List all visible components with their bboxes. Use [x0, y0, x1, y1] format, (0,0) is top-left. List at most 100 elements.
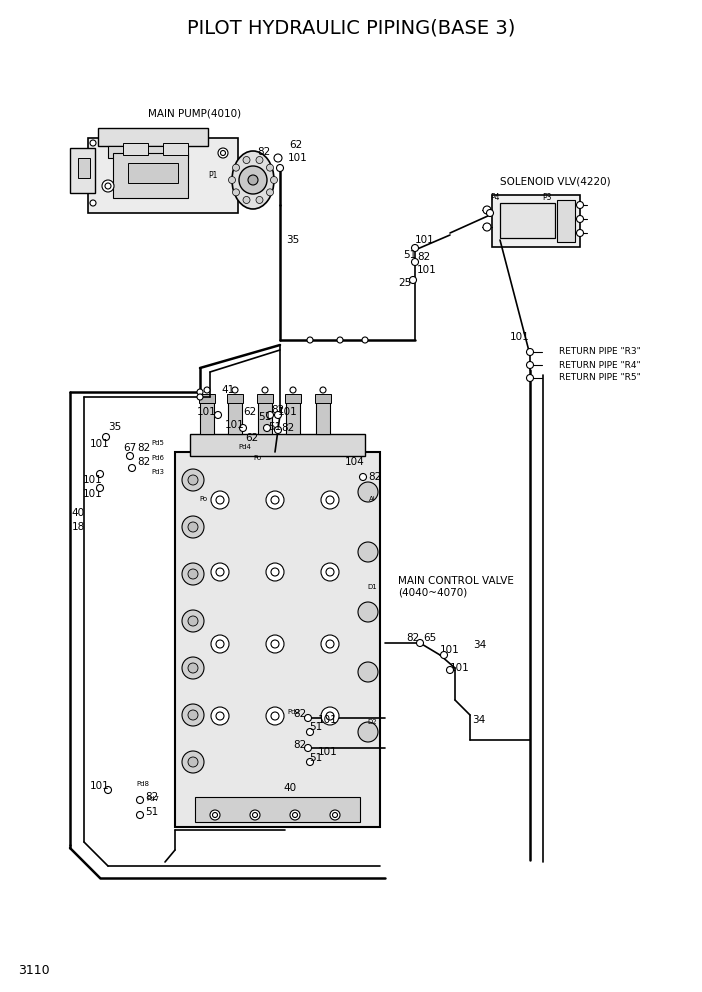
Text: RETURN PIPE "R5": RETURN PIPE "R5" — [559, 374, 641, 383]
Circle shape — [96, 484, 103, 491]
Circle shape — [182, 704, 204, 726]
Circle shape — [213, 812, 218, 817]
Circle shape — [90, 200, 96, 206]
Bar — [195, 797, 360, 822]
Text: Po: Po — [199, 496, 207, 502]
Circle shape — [182, 657, 204, 679]
Bar — [163, 143, 188, 155]
Text: 101: 101 — [90, 439, 110, 449]
Text: 82: 82 — [272, 405, 284, 415]
Circle shape — [271, 640, 279, 648]
Bar — [88, 138, 238, 213]
Text: Po: Po — [253, 455, 261, 461]
Bar — [258, 400, 272, 434]
Circle shape — [105, 787, 112, 794]
Text: 62: 62 — [244, 407, 257, 417]
Text: RETURN PIPE "R3": RETURN PIPE "R3" — [559, 347, 641, 356]
Circle shape — [483, 206, 491, 214]
Text: P4: P4 — [490, 193, 500, 202]
Circle shape — [126, 452, 133, 459]
Circle shape — [337, 337, 343, 343]
Bar — [286, 400, 300, 434]
Text: 35: 35 — [286, 235, 299, 245]
Circle shape — [267, 188, 274, 195]
Circle shape — [102, 434, 110, 440]
Text: SOLENOID VLV(4220): SOLENOID VLV(4220) — [500, 177, 611, 187]
Circle shape — [526, 348, 534, 355]
Circle shape — [188, 522, 198, 532]
Text: 3110: 3110 — [18, 963, 50, 976]
Text: 101: 101 — [278, 407, 298, 417]
Circle shape — [274, 412, 282, 419]
Text: 65: 65 — [423, 633, 437, 643]
Text: Pd2: Pd2 — [288, 709, 300, 715]
Circle shape — [210, 810, 220, 820]
Text: 82: 82 — [293, 740, 307, 750]
Ellipse shape — [232, 151, 274, 209]
Circle shape — [90, 140, 96, 146]
Circle shape — [358, 662, 378, 682]
Bar — [128, 163, 178, 183]
Circle shape — [105, 183, 111, 189]
Circle shape — [305, 745, 312, 752]
Text: 51: 51 — [404, 250, 416, 260]
Circle shape — [274, 427, 282, 434]
Circle shape — [243, 157, 250, 164]
Text: 82: 82 — [138, 457, 151, 467]
Circle shape — [263, 425, 270, 432]
Text: 101: 101 — [510, 332, 530, 342]
Circle shape — [576, 201, 583, 208]
Text: Pd8: Pd8 — [136, 781, 150, 787]
Text: 51: 51 — [310, 753, 323, 763]
Circle shape — [216, 568, 224, 576]
Circle shape — [440, 652, 447, 659]
Circle shape — [211, 635, 229, 653]
Circle shape — [262, 387, 268, 393]
Circle shape — [320, 387, 326, 393]
Circle shape — [216, 496, 224, 504]
Circle shape — [326, 496, 334, 504]
Circle shape — [333, 812, 338, 817]
Circle shape — [182, 610, 204, 632]
Text: 101: 101 — [415, 235, 435, 245]
Text: 41: 41 — [221, 385, 234, 395]
Circle shape — [253, 812, 258, 817]
Circle shape — [326, 568, 334, 576]
Text: 104: 104 — [345, 457, 365, 467]
Circle shape — [358, 602, 378, 622]
Text: 101: 101 — [197, 407, 217, 417]
Text: 34: 34 — [472, 715, 486, 725]
Bar — [199, 394, 215, 403]
Circle shape — [271, 712, 279, 720]
Text: 101: 101 — [90, 781, 110, 791]
Bar — [257, 394, 273, 403]
Circle shape — [128, 464, 135, 471]
Text: Ai: Ai — [369, 496, 376, 502]
Circle shape — [96, 470, 103, 477]
Circle shape — [216, 640, 224, 648]
Text: 101: 101 — [83, 475, 103, 485]
Circle shape — [136, 811, 143, 818]
Circle shape — [182, 469, 204, 491]
Text: 51: 51 — [258, 412, 272, 422]
Bar — [113, 153, 188, 198]
Text: Pd4: Pd4 — [239, 444, 251, 450]
Text: D1: D1 — [367, 584, 377, 590]
Circle shape — [204, 387, 210, 393]
Circle shape — [486, 209, 494, 216]
Circle shape — [411, 259, 418, 266]
Circle shape — [277, 165, 284, 172]
Circle shape — [321, 635, 339, 653]
Circle shape — [136, 797, 143, 804]
Bar — [70, 148, 95, 193]
Circle shape — [256, 157, 263, 164]
Circle shape — [188, 757, 198, 767]
Circle shape — [239, 425, 246, 432]
Circle shape — [182, 516, 204, 538]
Circle shape — [266, 707, 284, 725]
Circle shape — [232, 188, 239, 195]
Circle shape — [326, 640, 334, 648]
Text: 67: 67 — [124, 443, 137, 453]
Circle shape — [250, 810, 260, 820]
Circle shape — [274, 154, 282, 162]
